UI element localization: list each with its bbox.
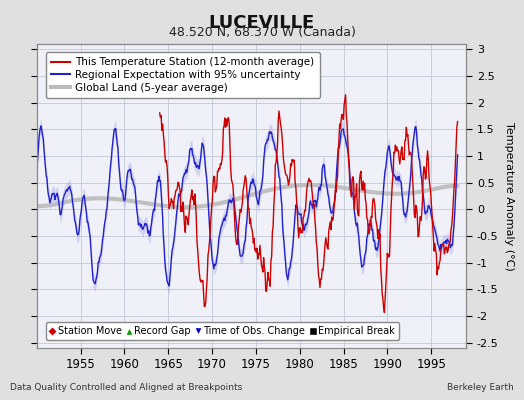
Text: Data Quality Controlled and Aligned at Breakpoints: Data Quality Controlled and Aligned at B… xyxy=(10,383,243,392)
Text: 48.520 N, 68.370 W (Canada): 48.520 N, 68.370 W (Canada) xyxy=(169,26,355,39)
Text: LUCEVILLE: LUCEVILLE xyxy=(209,14,315,32)
Text: Berkeley Earth: Berkeley Earth xyxy=(447,383,514,392)
Legend: Station Move, Record Gap, Time of Obs. Change, Empirical Break: Station Move, Record Gap, Time of Obs. C… xyxy=(46,322,399,340)
Y-axis label: Temperature Anomaly (°C): Temperature Anomaly (°C) xyxy=(504,122,514,270)
